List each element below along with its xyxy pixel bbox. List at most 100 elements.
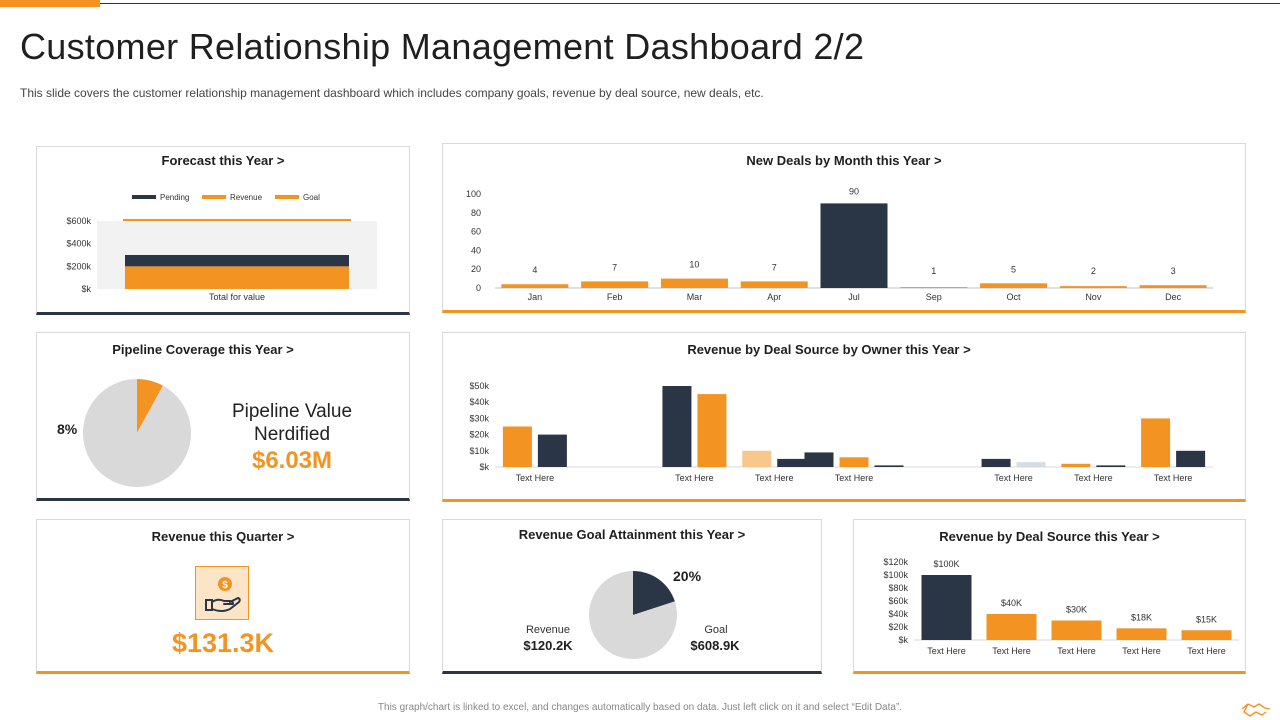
legend-label-pending: Pending: [160, 193, 189, 202]
svg-text:$: $: [222, 580, 228, 591]
data-label: 90: [849, 186, 859, 196]
x-tick-label: Text Here: [1057, 646, 1096, 656]
y-tick-label: $50k: [469, 381, 489, 391]
legend-swatch-pending: [132, 195, 156, 199]
data-label: $15K: [1196, 614, 1217, 624]
forecast-title[interactable]: Forecast this Year >: [161, 153, 285, 168]
x-tick-label: Apr: [767, 292, 781, 302]
bar-feb: [581, 281, 649, 288]
x-tick-label: Text Here: [1154, 473, 1193, 483]
top-rule: [100, 3, 1280, 4]
bar-source: [921, 575, 972, 640]
y-tick-label: $120k: [883, 557, 908, 567]
data-label: 5: [1011, 264, 1016, 274]
x-tick-label: Text Here: [1074, 473, 1113, 483]
y-tick-label: 100: [466, 189, 481, 199]
y-tick-label: $k: [479, 462, 489, 472]
revenue-quarter-panel: Revenue this Quarter > $ $131.3K: [36, 519, 410, 674]
deal-source-panel: Revenue by Deal Source this Year > $k $20…: [853, 519, 1246, 674]
goal-attainment-title[interactable]: Revenue Goal Attainment this Year >: [518, 527, 746, 542]
y-tick-label: 40: [471, 245, 481, 255]
forecast-panel: Forecast this Year > Pending Revenue Goal $…: [36, 146, 410, 315]
new-deals-panel: New Deals by Month this Year > 0 20 40 60 80…: [442, 143, 1246, 313]
data-label: 2: [1091, 266, 1096, 276]
footer-note: This graph/chart is linked to excel, and…: [377, 702, 903, 713]
y-tick-label: 0: [476, 283, 481, 293]
new-deals-title[interactable]: New Deals by Month this Year >: [746, 153, 942, 168]
legend-swatch-goal: [275, 195, 299, 199]
x-tick-label: Nov: [1085, 292, 1102, 302]
new-deals-chart[interactable]: 0 20 40 60 80 100 4 Jan 7 Feb 10 Mar 7 Apr 90 Jul 1 Sep 5 O…: [443, 170, 1245, 310]
bar-group-4: [874, 465, 904, 467]
pipeline-percent: 8%: [57, 421, 78, 437]
y-tick-label: $100k: [883, 570, 908, 580]
bar-group-4: [804, 452, 834, 467]
y-tick-label: 60: [471, 227, 481, 237]
x-tick-label: Mar: [687, 292, 703, 302]
bar-group-7: [1096, 465, 1126, 467]
y-tick-label: $200k: [66, 261, 91, 271]
revenue-owner-title[interactable]: Revenue by Deal Source by Owner this Yea…: [687, 342, 971, 357]
data-label: $18K: [1131, 612, 1152, 622]
goal-attainment-pie[interactable]: [583, 565, 683, 665]
x-tick-label: Text Here: [1122, 646, 1161, 656]
bar-pending: [125, 255, 349, 267]
pie-slice-other: [83, 379, 192, 487]
x-tick-label: Sep: [926, 292, 942, 302]
data-label: 1: [931, 266, 936, 276]
x-tick-label: Oct: [1007, 292, 1022, 302]
y-tick-label: $10k: [469, 446, 489, 456]
x-tick-label: Feb: [607, 292, 623, 302]
page-title: Customer Relationship Management Dashboa…: [20, 26, 865, 67]
revenue-quarter-value: $131.3K: [171, 628, 275, 658]
x-tick-label: Text Here: [927, 646, 966, 656]
x-tick-label: Text Here: [755, 473, 794, 483]
pipeline-pie[interactable]: [77, 373, 197, 493]
bar-group-6: [981, 458, 1011, 467]
data-label: 10: [689, 260, 699, 270]
bar-group-4: [839, 457, 869, 467]
bar-group-8: [1141, 418, 1171, 467]
bar-group-0: [502, 426, 532, 467]
x-tick-label: Jan: [528, 292, 543, 302]
goal-label: Goal: [704, 624, 728, 636]
y-tick-label: $40k: [469, 397, 489, 407]
goal-value: $608.9K: [690, 638, 740, 653]
legend-label-revenue: Revenue: [230, 193, 263, 202]
y-tick-label: $60k: [888, 596, 908, 606]
deal-source-chart[interactable]: $k $20k $40k $60k $80k $100k $120k $100K Text He…: [854, 552, 1245, 672]
y-tick-label: $80k: [888, 583, 908, 593]
x-tick-label: Text Here: [994, 473, 1033, 483]
bar-oct: [980, 283, 1048, 288]
pipeline-title[interactable]: Pipeline Coverage this Year >: [112, 342, 294, 357]
bar-group-6: [1016, 462, 1046, 467]
pipeline-label-line2: Nerdified: [253, 424, 331, 445]
revenue-owner-panel: Revenue by Deal Source by Owner this Yea…: [442, 332, 1246, 502]
bar-sep: [900, 287, 968, 288]
x-tick-label: Text Here: [675, 473, 714, 483]
y-tick-label: 80: [471, 208, 481, 218]
x-tick-label: Text Here: [835, 473, 874, 483]
handshake-icon: [1240, 700, 1272, 720]
pie-slice-pipeline: [137, 379, 164, 433]
bar-group-3: [742, 450, 772, 467]
goal-percent: 20%: [673, 568, 702, 584]
bar-group-2: [662, 386, 692, 467]
x-tick-label: Text Here: [992, 646, 1031, 656]
bar-group-2: [697, 394, 727, 467]
revenue-quarter-title[interactable]: Revenue this Quarter >: [151, 529, 295, 544]
revenue-value: $120.2K: [523, 638, 573, 653]
bar-source: [1181, 630, 1232, 640]
bar-revenue: [125, 266, 349, 289]
data-label: 4: [532, 265, 537, 275]
data-label: $40K: [1001, 598, 1022, 608]
data-label: $100K: [933, 559, 959, 569]
forecast-chart[interactable]: Pending Revenue Goal $k $200k $400k $600k Total…: [37, 173, 409, 313]
bar-jul: [820, 203, 888, 288]
revenue-owner-chart[interactable]: $k $10k $20k $30k $40k $50k Text Here Text Here…: [443, 361, 1245, 501]
top-accent-bar: [0, 0, 100, 7]
pipeline-label-line1: Pipeline Value: [231, 401, 353, 422]
x-tick-label: Text Here: [1187, 646, 1226, 656]
deal-source-title[interactable]: Revenue by Deal Source this Year >: [939, 529, 1160, 544]
pipeline-value-label: Pipeline Value Nerdified: [217, 400, 367, 446]
